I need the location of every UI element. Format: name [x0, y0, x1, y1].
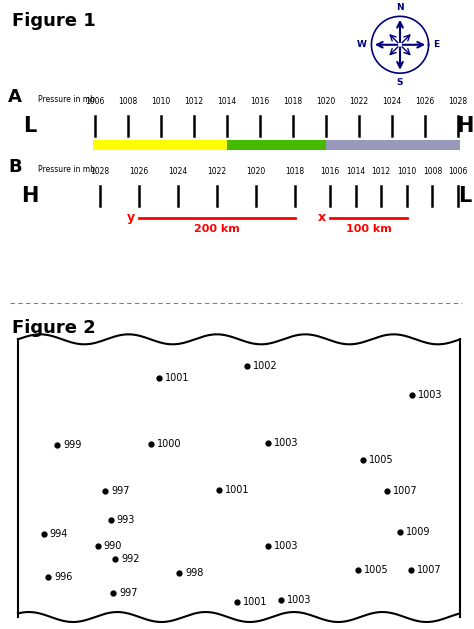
Text: 998: 998 — [185, 567, 204, 577]
Text: W: W — [357, 40, 367, 49]
Text: 990: 990 — [103, 541, 122, 551]
Text: 1005: 1005 — [369, 455, 393, 465]
Text: E: E — [433, 40, 439, 49]
Text: 1016: 1016 — [320, 167, 340, 176]
Text: Pressure in mb:: Pressure in mb: — [38, 165, 98, 174]
Text: H: H — [456, 116, 474, 136]
Text: 1028: 1028 — [91, 167, 109, 176]
Text: 997: 997 — [119, 588, 137, 598]
Text: 1003: 1003 — [273, 541, 298, 551]
Text: 200 km: 200 km — [194, 224, 240, 234]
Text: 993: 993 — [117, 515, 135, 525]
Bar — [227, 140, 326, 150]
Text: 1028: 1028 — [448, 97, 467, 106]
Text: 1008: 1008 — [118, 97, 137, 106]
Text: 996: 996 — [54, 572, 73, 582]
Text: S: S — [397, 77, 403, 87]
Text: 1022: 1022 — [349, 97, 369, 106]
Text: 1020: 1020 — [246, 167, 265, 176]
Text: 1024: 1024 — [168, 167, 188, 176]
Text: x: x — [318, 211, 326, 225]
Text: 1007: 1007 — [393, 486, 418, 496]
Text: 100 km: 100 km — [346, 224, 391, 234]
Text: 1001: 1001 — [243, 597, 267, 607]
Text: 1010: 1010 — [151, 97, 171, 106]
Bar — [326, 140, 460, 150]
Text: N: N — [396, 3, 404, 12]
Text: 1006: 1006 — [448, 167, 468, 176]
Text: 1012: 1012 — [372, 167, 391, 176]
Text: 1007: 1007 — [418, 565, 442, 575]
Text: 992: 992 — [121, 554, 140, 564]
Text: 1003: 1003 — [418, 390, 443, 400]
Text: A: A — [8, 89, 22, 106]
Text: 1020: 1020 — [316, 97, 336, 106]
Text: 1022: 1022 — [208, 167, 227, 176]
Text: B: B — [8, 158, 22, 176]
Text: 1001: 1001 — [225, 485, 250, 495]
Text: 994: 994 — [50, 529, 68, 538]
Text: H: H — [21, 186, 39, 206]
Text: 1002: 1002 — [253, 360, 278, 370]
Text: 1018: 1018 — [285, 167, 305, 176]
Text: Figure 2: Figure 2 — [12, 320, 96, 337]
Text: 1001: 1001 — [164, 373, 189, 383]
Text: 1016: 1016 — [250, 97, 270, 106]
Text: L: L — [23, 116, 36, 136]
Text: 997: 997 — [111, 486, 129, 496]
Text: 1014: 1014 — [346, 167, 365, 176]
Text: 1024: 1024 — [383, 97, 401, 106]
Text: Figure 1: Figure 1 — [12, 12, 96, 30]
Text: 1003: 1003 — [273, 438, 298, 448]
Text: 1018: 1018 — [283, 97, 302, 106]
Bar — [93, 140, 227, 150]
Text: 1009: 1009 — [406, 527, 431, 537]
Text: 1005: 1005 — [365, 565, 389, 575]
Text: 1026: 1026 — [415, 97, 435, 106]
Text: 1014: 1014 — [218, 97, 237, 106]
Text: L: L — [458, 186, 472, 206]
Text: 999: 999 — [63, 440, 81, 450]
Text: 1008: 1008 — [423, 167, 442, 176]
Text: 1003: 1003 — [287, 596, 311, 605]
Text: 1000: 1000 — [156, 439, 181, 449]
Text: 1010: 1010 — [397, 167, 417, 176]
Text: 1006: 1006 — [85, 97, 105, 106]
Text: 1012: 1012 — [184, 97, 203, 106]
Text: y: y — [127, 211, 135, 225]
Text: 1026: 1026 — [129, 167, 149, 176]
Text: Pressure in mb:: Pressure in mb: — [38, 96, 98, 104]
